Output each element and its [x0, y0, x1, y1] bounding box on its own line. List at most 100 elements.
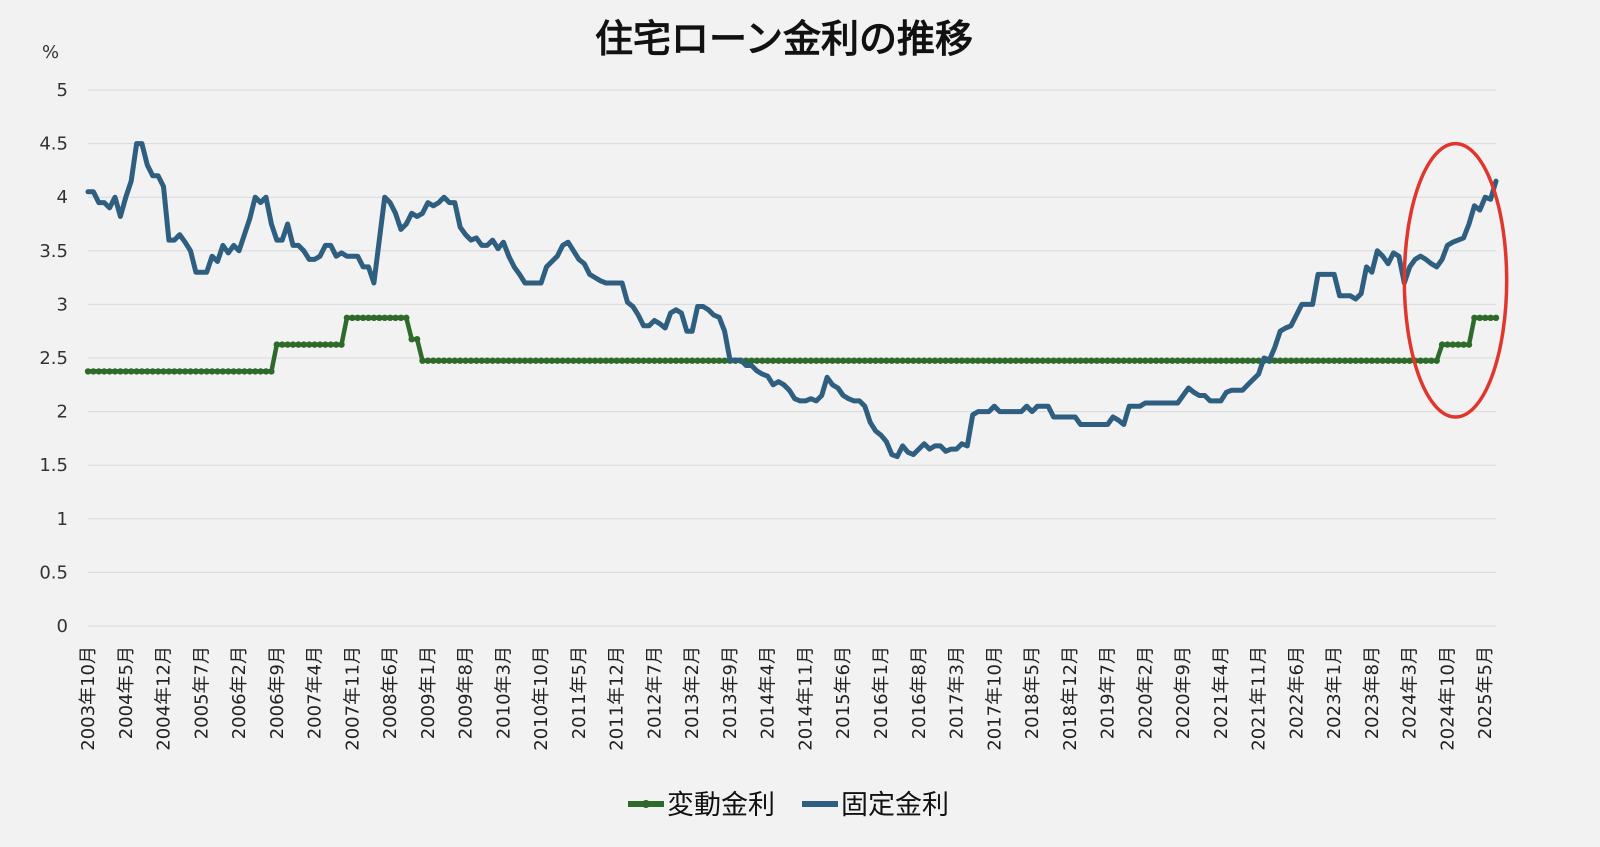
- series-point: [597, 357, 604, 364]
- series-point: [624, 357, 631, 364]
- series-point: [203, 368, 210, 375]
- series-point: [947, 357, 955, 364]
- y-tick-label: 3: [57, 294, 68, 315]
- series-point: [1422, 357, 1430, 364]
- y-axis-unit: %: [42, 42, 59, 63]
- series-point: [1179, 357, 1187, 364]
- series-point: [505, 357, 512, 364]
- series-point: [1163, 357, 1171, 364]
- series-point: [1390, 357, 1397, 364]
- series-point: [311, 341, 318, 348]
- series-point: [117, 368, 124, 375]
- series-point: [1471, 314, 1478, 321]
- series-point: [635, 357, 642, 364]
- series-point: [969, 357, 976, 364]
- x-tick-label: 2003年10月: [78, 646, 99, 751]
- series-point: [1304, 357, 1311, 364]
- series-point: [128, 368, 135, 375]
- series-point: [931, 357, 939, 364]
- series-point: [753, 357, 761, 364]
- series-point: [160, 368, 167, 375]
- x-tick-label: 2004年5月: [116, 646, 137, 739]
- series-point: [1401, 357, 1408, 364]
- series-point: [645, 357, 653, 364]
- series-point: [683, 357, 690, 364]
- x-tick-label: 2022年6月: [1286, 646, 1307, 739]
- series-point: [532, 357, 539, 364]
- series-point: [1239, 357, 1246, 364]
- series-point: [521, 357, 529, 364]
- series-point: [1136, 357, 1144, 364]
- series-point: [850, 357, 858, 364]
- series-point: [537, 357, 545, 364]
- series-point: [1169, 357, 1176, 364]
- series-point: [181, 368, 189, 375]
- series-point: [413, 336, 421, 343]
- x-tick-label: 2016年8月: [909, 646, 930, 739]
- series-point: [101, 368, 108, 375]
- series-point: [1320, 357, 1327, 364]
- x-tick-label: 2015年6月: [833, 646, 854, 739]
- series-point: [376, 314, 383, 321]
- legend-label-variable-rate: 変動金利: [667, 790, 775, 821]
- y-tick-label: 4.5: [39, 134, 68, 155]
- x-tick-label: 2013年2月: [682, 646, 703, 739]
- series-point: [219, 368, 227, 375]
- x-tick-label: 2020年2月: [1135, 646, 1156, 739]
- series-point: [1077, 357, 1084, 364]
- series-point: [435, 357, 442, 364]
- annotation-layer: [1402, 141, 1509, 419]
- series-point: [1428, 357, 1435, 364]
- series-point: [877, 357, 885, 364]
- series-point: [699, 357, 707, 364]
- series-point: [829, 357, 836, 364]
- x-tick-label: 2024年3月: [1400, 646, 1421, 739]
- series-point: [591, 357, 599, 364]
- x-tick-label: 2020年9月: [1173, 646, 1194, 739]
- series-point: [942, 357, 949, 364]
- x-tick-label: 2025年5月: [1475, 646, 1496, 739]
- series-point: [980, 357, 987, 364]
- legend-marker-variable-rate: [642, 800, 650, 808]
- series-point: [133, 368, 140, 375]
- series-point: [257, 368, 264, 375]
- series-point: [511, 357, 518, 364]
- series-point: [953, 357, 960, 364]
- series-point: [1012, 357, 1020, 364]
- series-point: [381, 314, 388, 321]
- series-point: [1007, 357, 1014, 364]
- series-point: [618, 357, 626, 364]
- x-tick-label: 2006年9月: [267, 646, 288, 739]
- series-point: [1061, 357, 1068, 364]
- series-point: [602, 357, 610, 364]
- series-point: [575, 357, 583, 364]
- series-point: [1384, 357, 1392, 364]
- series-line-1: [85, 141, 1499, 460]
- series-point: [813, 357, 820, 364]
- series-point: [424, 357, 432, 364]
- series-point: [845, 357, 852, 364]
- series-point: [921, 357, 928, 364]
- series-point: [144, 368, 151, 375]
- series-point: [467, 357, 475, 364]
- series-point: [1142, 357, 1149, 364]
- x-tick-label: 2008年6月: [380, 646, 401, 739]
- series-point: [208, 368, 216, 375]
- series-point: [338, 341, 345, 348]
- series-point: [1287, 357, 1295, 364]
- x-tick-label: 2005年7月: [191, 646, 212, 739]
- series-point: [608, 357, 615, 364]
- legend-label-fixed-rate: 固定金利: [841, 790, 949, 821]
- series-point: [1174, 357, 1181, 364]
- series-point: [996, 357, 1003, 364]
- y-tick-label: 1: [57, 509, 68, 530]
- series-point: [187, 368, 194, 375]
- series-point: [527, 357, 534, 364]
- series-point: [295, 341, 302, 348]
- series-point: [1455, 341, 1462, 348]
- series-point: [111, 368, 119, 375]
- series-point: [1050, 357, 1057, 364]
- series-point: [106, 368, 113, 375]
- y-tick-label: 0.5: [39, 562, 68, 583]
- series-point: [451, 357, 458, 364]
